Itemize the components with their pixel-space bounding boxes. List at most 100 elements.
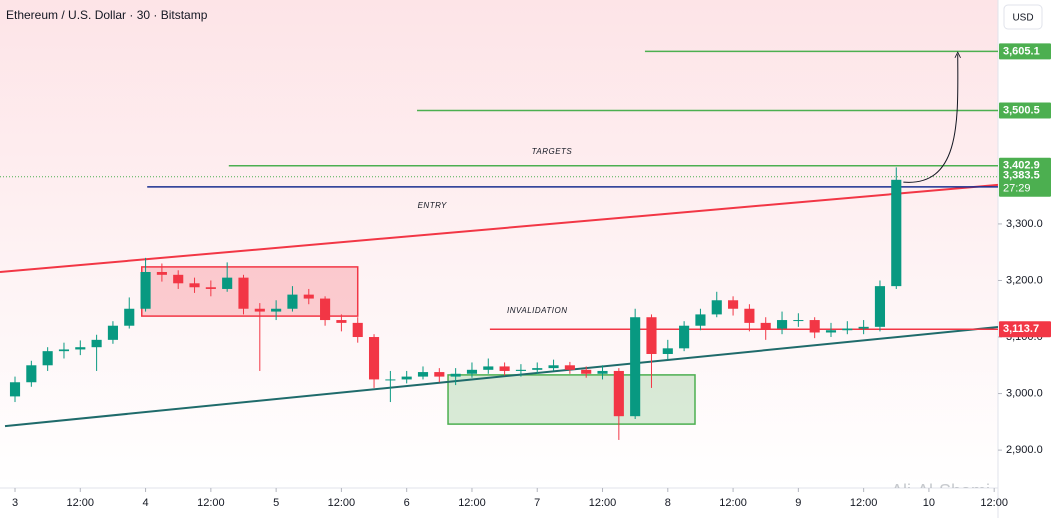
candle-body (679, 325, 690, 349)
candle-body (564, 365, 575, 370)
candle-body (548, 365, 559, 369)
candle-body (793, 320, 804, 322)
candle-body (222, 277, 233, 289)
candle-body (417, 372, 429, 377)
level-label-bg (999, 321, 1051, 338)
candle-body (728, 300, 739, 309)
projection-arrow (903, 54, 958, 183)
candle-body (303, 294, 314, 299)
candle-body (434, 372, 445, 377)
candle-body (173, 274, 184, 284)
level-label-bg (999, 102, 1051, 119)
candle-body (809, 320, 820, 333)
level-label: 3,113.7 (1003, 323, 1039, 335)
candle-body (874, 286, 886, 327)
candle-body (91, 339, 102, 348)
x-tick-label: 5 (273, 497, 279, 509)
x-tick-label: 7 (534, 497, 540, 509)
current-price-bg (999, 168, 1051, 197)
trendline (0, 183, 998, 273)
candle-body (107, 325, 118, 340)
candle-body (336, 320, 347, 323)
candle-body (320, 298, 331, 321)
x-tick-label: 6 (404, 497, 410, 509)
level-label: 3,402.9 (1003, 160, 1040, 172)
candle-body (287, 294, 298, 309)
watermark: Ali-Al-Shami (891, 481, 990, 501)
x-tick-label: 12:00 (328, 497, 356, 509)
plot-background (0, 0, 998, 488)
candle-body (662, 348, 673, 354)
candle-body (744, 308, 755, 323)
candle-body (42, 351, 53, 366)
axes: 2,900.03,000.03,100.03,200.03,300.0312:0… (12, 43, 1051, 509)
plot-area: TARGETS ENTRY INVALIDATION Ali-Al-Shami (0, 50, 998, 501)
chart-title: Ethereum / U.S. Dollar · 30 · Bitstamp (6, 8, 208, 22)
current-price-label: 3,383.5 (1003, 170, 1040, 182)
y-tick-label: 3,300.0 (1006, 218, 1043, 230)
candle-body (483, 366, 494, 370)
candle-body (352, 322, 363, 338)
x-tick-label: 10 (923, 497, 935, 509)
candle-body (613, 370, 624, 417)
candle-body (254, 308, 265, 312)
x-tick-label: 12:00 (850, 497, 878, 509)
candle-body (646, 317, 657, 354)
x-tick-label: 8 (665, 497, 671, 509)
candle-body (271, 308, 282, 312)
zone-box (447, 374, 696, 425)
candle-body (760, 322, 771, 329)
candle-body (842, 328, 853, 331)
candle-body (891, 179, 902, 287)
level-label: 3,605.1 (1003, 45, 1040, 57)
currency-button[interactable] (1003, 4, 1043, 30)
candle-body (597, 370, 608, 374)
candle-body (776, 320, 788, 329)
candle-body (205, 287, 216, 289)
x-tick-label: 9 (795, 497, 801, 509)
candle-body (711, 300, 722, 315)
x-tick-label: 3 (12, 497, 18, 509)
annotation: ENTRY (418, 201, 447, 210)
level-label: 3,500.5 (1003, 104, 1040, 116)
candle-body (825, 330, 837, 333)
x-tick-label: 4 (143, 497, 149, 509)
y-tick-label: 2,900.0 (1006, 444, 1043, 456)
candle-body (532, 368, 543, 370)
candle-body (58, 349, 70, 352)
x-tick-label: 12:00 (67, 497, 95, 509)
candle-body (189, 283, 200, 288)
candle-body (515, 369, 526, 371)
candle-body (450, 373, 461, 377)
candle-body (75, 347, 86, 350)
x-tick-label: 12:00 (589, 497, 617, 509)
candle-body (368, 337, 380, 380)
candle-body (9, 382, 21, 397)
candle-body (499, 366, 510, 371)
candle-body (26, 365, 37, 383)
candle-body (140, 271, 151, 309)
candle-body (156, 271, 167, 275)
candle-body (581, 369, 592, 374)
candle-body (466, 369, 478, 374)
candle-body (858, 326, 869, 329)
candle-body (238, 277, 249, 309)
y-tick-label: 3,000.0 (1006, 387, 1043, 399)
candle-body (695, 314, 706, 326)
annotation: INVALIDATION (507, 306, 568, 315)
countdown: 27:29 (1003, 183, 1031, 195)
y-tick-label: 3,200.0 (1006, 274, 1043, 286)
annotation: TARGETS (532, 147, 573, 156)
candle-body (385, 379, 396, 381)
currency-label[interactable]: USD (1012, 13, 1033, 24)
x-tick-label: 12:00 (719, 497, 747, 509)
level-label-bg (999, 43, 1051, 60)
trendline (4, 326, 998, 428)
candle-body (630, 317, 641, 417)
x-tick-label: 12:00 (980, 497, 1008, 509)
candle-body (401, 376, 412, 380)
x-tick-label: 12:00 (197, 497, 225, 509)
candle-body (124, 308, 135, 326)
x-tick-label: 12:00 (458, 497, 486, 509)
